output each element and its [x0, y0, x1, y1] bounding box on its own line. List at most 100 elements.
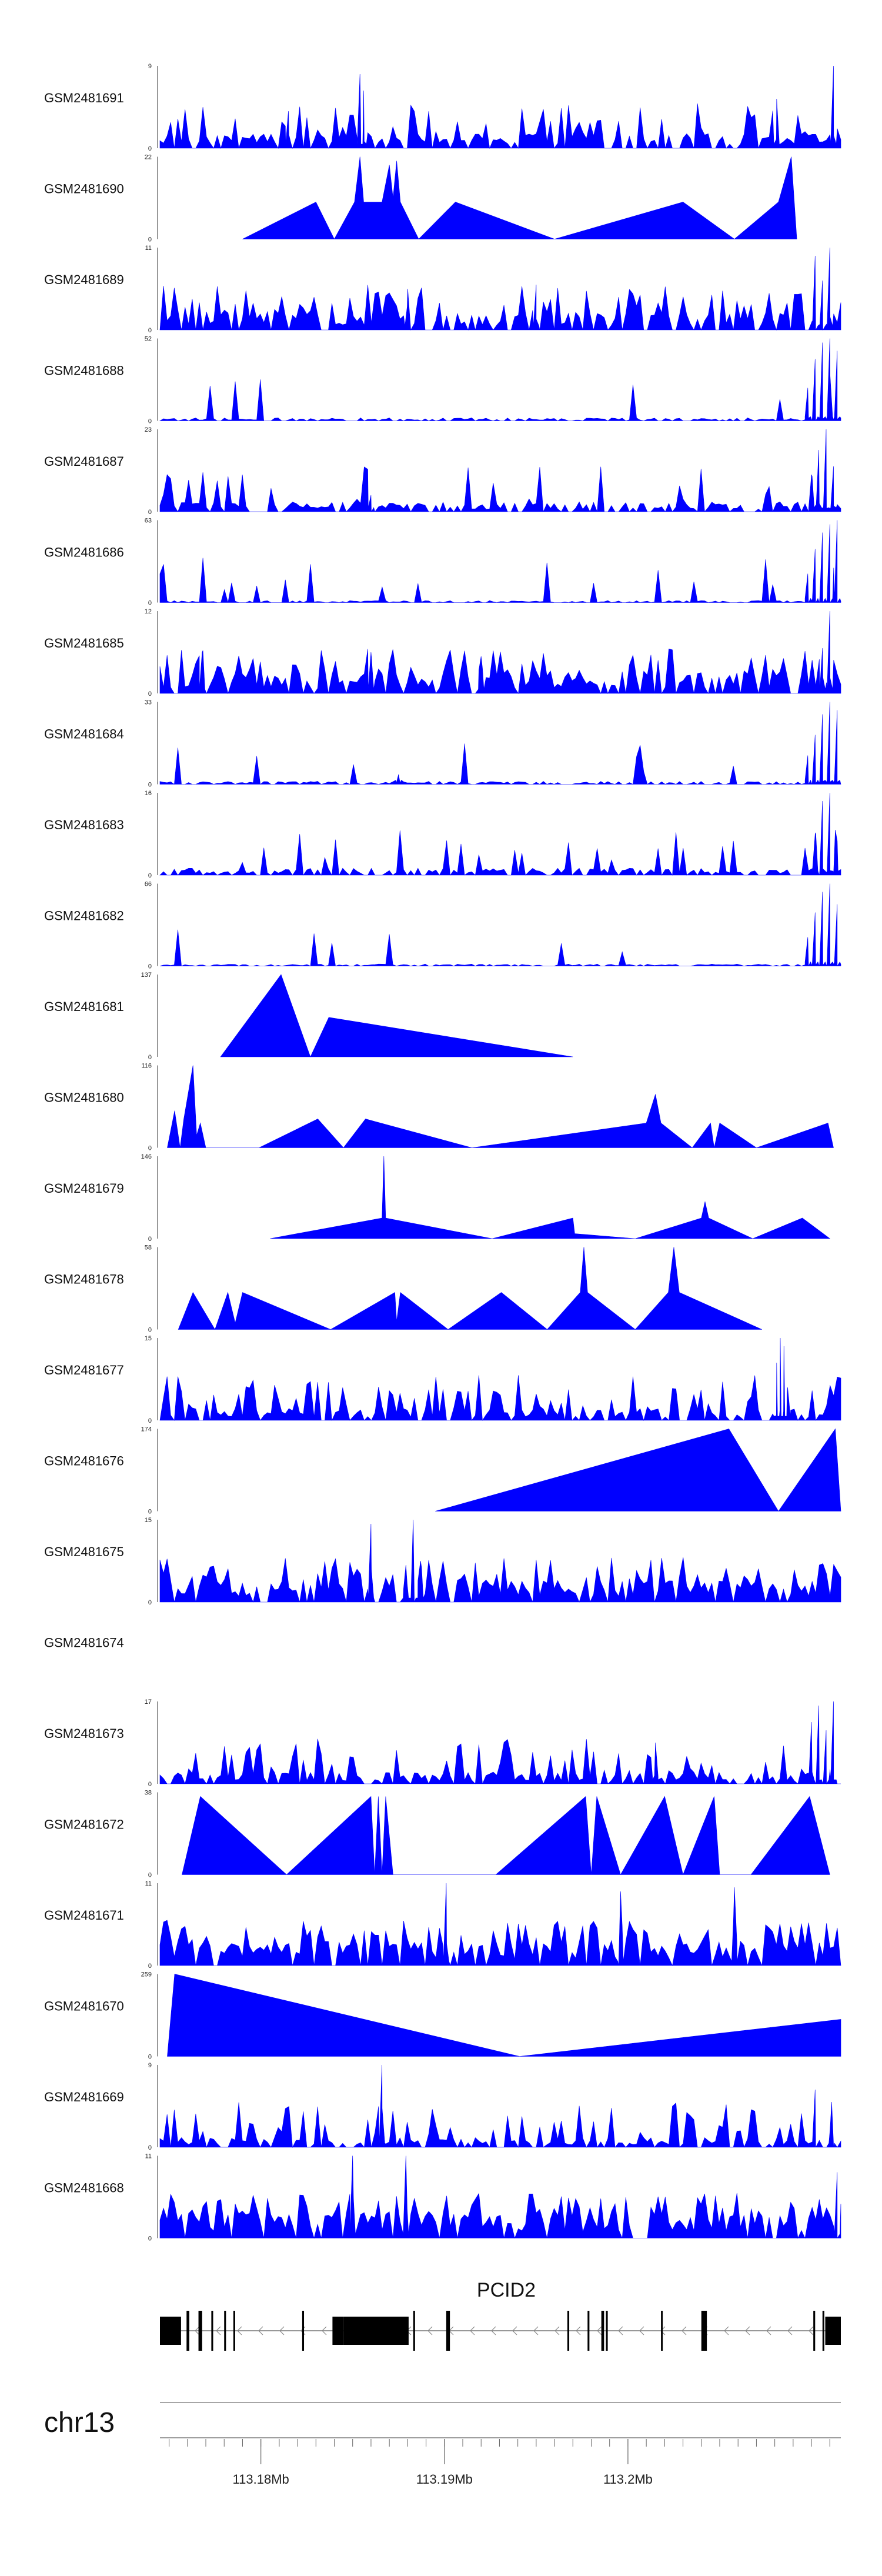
gene-exon-block	[601, 2311, 604, 2351]
ymin-label-gsm2481680: 0	[148, 1145, 152, 1152]
genome-axis-tick-label: 113.2Mb	[603, 2472, 653, 2487]
strand-arrow-marker	[279, 2326, 285, 2335]
ymin-label-gsm2481689: 0	[148, 327, 152, 334]
track-label-gsm2481685: GSM2481685	[44, 636, 124, 650]
coverage-area-gsm2481679	[270, 1156, 831, 1239]
ymin-label-gsm2481668: 0	[148, 2235, 152, 2243]
strand-arrow-marker	[745, 2326, 750, 2335]
gene-exon-block	[825, 2317, 841, 2345]
track-label-gsm2481681: GSM2481681	[44, 999, 124, 1014]
track-label-gsm2481669: GSM2481669	[44, 2090, 124, 2104]
track-label-gsm2481670: GSM2481670	[44, 1999, 124, 2014]
ymin-label-gsm2481682: 0	[148, 963, 152, 970]
gene-exon-block	[567, 2311, 570, 2351]
track-label-gsm2481671: GSM2481671	[44, 1908, 124, 1923]
track-label-gsm2481680: GSM2481680	[44, 1090, 124, 1105]
gene-exon-block	[343, 2317, 409, 2345]
track-label-gsm2481675: GSM2481675	[44, 1544, 124, 1559]
strand-arrow-marker	[660, 2326, 666, 2335]
track-label-gsm2481690: GSM2481690	[44, 182, 124, 196]
strand-arrow-marker	[533, 2326, 539, 2335]
coverage-area-gsm2481690	[242, 156, 797, 240]
coverage-area-gsm2481668	[159, 2155, 841, 2239]
ymax-label-gsm2481688: 52	[145, 336, 152, 343]
strand-arrow-marker	[195, 2326, 200, 2335]
strand-arrow-marker	[808, 2326, 814, 2335]
coverage-area-gsm2481687	[159, 429, 841, 513]
ymin-label-gsm2481690: 0	[148, 236, 152, 243]
track-label-gsm2481677: GSM2481677	[44, 1363, 124, 1377]
coverage-area-gsm2481688	[159, 338, 841, 421]
coverage-area-gsm2481683	[159, 792, 841, 876]
gene-exon-block	[822, 2311, 824, 2351]
ymin-label-gsm2481675: 0	[148, 1599, 152, 1606]
gene-exon-block	[413, 2311, 415, 2351]
ymax-label-gsm2481680: 116	[141, 1063, 152, 1070]
ymax-label-gsm2481677: 15	[145, 1335, 152, 1342]
ymax-label-gsm2481668: 11	[145, 2153, 152, 2160]
ymin-label-gsm2481691: 0	[148, 145, 152, 152]
coverage-area-gsm2481672	[182, 1796, 830, 1876]
coverage-area-gsm2481684	[159, 702, 841, 785]
ymin-label-gsm2481678: 0	[148, 1327, 152, 1334]
ymax-label-gsm2481675: 15	[145, 1517, 152, 1524]
strand-arrow-marker	[618, 2326, 623, 2335]
ymax-label-gsm2481672: 38	[145, 1790, 152, 1797]
gene-exon-block	[606, 2311, 608, 2351]
strand-arrow-marker	[216, 2326, 221, 2335]
ymax-label-gsm2481678: 58	[145, 1244, 152, 1252]
ymin-label-gsm2481677: 0	[148, 1417, 152, 1424]
ymax-label-gsm2481690: 22	[145, 154, 152, 161]
coverage-area-gsm2481677	[159, 1337, 841, 1422]
strand-arrow-marker	[512, 2326, 517, 2335]
track-label-gsm2481689: GSM2481689	[44, 272, 124, 287]
genome-axis-tick-label: 113.18Mb	[233, 2472, 289, 2487]
track-label-gsm2481676: GSM2481676	[44, 1454, 124, 1469]
strand-arrow-marker	[554, 2326, 560, 2335]
gene-exon-block	[446, 2311, 450, 2351]
strand-arrow-marker	[681, 2326, 687, 2335]
coverage-area-gsm2481689	[159, 247, 841, 331]
strand-arrow-marker	[597, 2326, 602, 2335]
ymax-label-gsm2481669: 9	[148, 2062, 152, 2069]
ymax-label-gsm2481687: 23	[145, 426, 152, 433]
ymax-label-gsm2481681: 137	[141, 972, 152, 979]
track-label-gsm2481668: GSM2481668	[44, 2181, 124, 2195]
strand-arrow-marker	[724, 2326, 729, 2335]
track-label-gsm2481691: GSM2481691	[44, 91, 124, 105]
ymax-label-gsm2481682: 66	[145, 881, 152, 888]
gene-exon-block	[198, 2311, 202, 2351]
strand-arrow-marker	[322, 2326, 327, 2335]
ymax-label-gsm2481691: 9	[148, 63, 152, 70]
strand-arrow-marker	[639, 2326, 644, 2335]
gene-exon-block	[224, 2311, 226, 2351]
track-label-gsm2481683: GSM2481683	[44, 817, 124, 832]
ymin-label-gsm2481684: 0	[148, 782, 152, 789]
gene-exon-block	[233, 2311, 235, 2351]
coverage-area-gsm2481682	[159, 883, 841, 967]
ymin-label-gsm2481679: 0	[148, 1236, 152, 1243]
ymin-label-gsm2481687: 0	[148, 509, 152, 516]
genome-axis-tick-label: 113.19Mb	[416, 2472, 473, 2487]
track-label-gsm2481688: GSM2481688	[44, 363, 124, 378]
strand-arrow-marker	[576, 2326, 581, 2335]
ymin-label-gsm2481671: 0	[148, 1963, 152, 1970]
ymax-label-gsm2481670: 259	[141, 1971, 152, 1978]
gene-exon-block	[701, 2311, 707, 2351]
coverage-area-gsm2481681	[220, 974, 573, 1057]
track-label-gsm2481679: GSM2481679	[44, 1181, 124, 1196]
strand-arrow-marker	[237, 2326, 242, 2335]
track-label-gsm2481686: GSM2481686	[44, 545, 124, 560]
track-label-gsm2481672: GSM2481672	[44, 1817, 124, 1832]
ymax-label-gsm2481683: 16	[145, 790, 152, 797]
coverage-area-gsm2481691	[159, 65, 841, 149]
gene-exon-block	[211, 2311, 213, 2351]
chromosome-label: chr13	[44, 2407, 115, 2438]
coverage-area-gsm2481671	[159, 1883, 841, 1967]
ymax-label-gsm2481685: 12	[145, 608, 152, 615]
ymax-label-gsm2481679: 146	[141, 1153, 152, 1160]
strand-arrow-marker	[787, 2326, 793, 2335]
coverage-area-gsm2481676	[435, 1428, 841, 1512]
track-label-gsm2481674: GSM2481674	[44, 1636, 124, 1650]
